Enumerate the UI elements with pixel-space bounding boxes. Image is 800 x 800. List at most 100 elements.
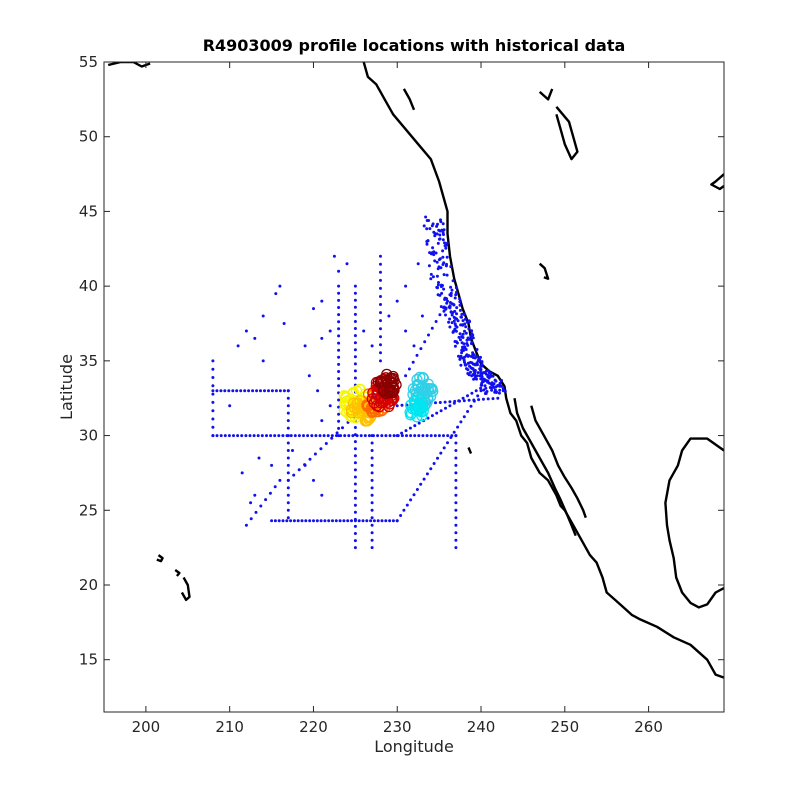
historical-point: [286, 501, 290, 505]
historical-point: [458, 303, 462, 307]
historical-point: [489, 371, 493, 375]
historical-point: [337, 327, 341, 331]
historical-point: [370, 478, 374, 482]
historical-point: [430, 326, 434, 330]
historical-point: [459, 363, 463, 367]
historical-point: [486, 369, 490, 373]
historical-point: [441, 222, 445, 226]
historical-point: [482, 388, 486, 392]
historical-point: [497, 391, 501, 395]
historical-point: [337, 434, 341, 438]
historical-point: [454, 546, 458, 550]
historical-point: [255, 389, 259, 393]
historical-point: [438, 233, 442, 237]
x-tick-label: 260: [634, 718, 663, 736]
historical-point: [454, 493, 458, 497]
historical-point: [400, 434, 404, 438]
historical-point: [453, 296, 457, 300]
historical-point: [270, 389, 274, 393]
historical-point: [211, 376, 215, 379]
historical-point: [455, 341, 459, 345]
y-tick-label: 50: [79, 128, 98, 146]
y-tick-label: 40: [79, 277, 98, 295]
historical-point: [379, 311, 382, 315]
historical-point: [307, 374, 311, 378]
historical-point: [363, 434, 367, 438]
historical-point: [289, 519, 293, 523]
historical-point: [379, 319, 382, 323]
historical-point: [457, 335, 461, 339]
float-profile-marker: [416, 401, 429, 413]
y-tick-label: 25: [79, 501, 98, 519]
historical-point: [449, 310, 453, 314]
historical-point: [303, 463, 307, 467]
historical-point: [264, 498, 268, 502]
historical-point: [428, 227, 432, 231]
float-profile-marker: [404, 406, 416, 419]
float-profile-marker: [385, 377, 397, 389]
x-tick-label: 250: [550, 718, 579, 736]
historical-point: [388, 519, 392, 523]
coastline-1: [664, 437, 724, 609]
historical-point: [297, 468, 301, 472]
historical-point: [501, 389, 505, 393]
historical-point: [471, 351, 475, 355]
historical-point: [379, 351, 382, 355]
historical-point: [306, 434, 310, 438]
historical-point: [346, 519, 350, 523]
historical-point: [452, 319, 456, 323]
y-axis: 15 20 25 30 35 40 45 50 55: [79, 53, 724, 669]
historical-point: [448, 293, 452, 297]
historical-point: [493, 390, 497, 394]
float-profile-marker: [420, 387, 433, 399]
historical-point: [353, 426, 357, 429]
historical-point: [455, 325, 459, 329]
historical-point: [499, 384, 503, 388]
float-profile-marker: [384, 372, 397, 384]
historical-point: [328, 329, 332, 333]
historical-point: [454, 531, 458, 535]
x-axis-label: Longitude: [374, 737, 454, 756]
historical-point: [263, 389, 266, 393]
historical-point: [257, 456, 261, 460]
historical-point: [411, 360, 415, 364]
historical-point: [337, 291, 341, 295]
historical-point: [359, 434, 363, 438]
historical-point: [438, 313, 442, 317]
x-tick-label: 240: [467, 718, 496, 736]
historical-point: [479, 383, 483, 387]
historical-point: [308, 457, 312, 461]
historical-point: [437, 281, 440, 284]
historical-point: [395, 299, 399, 303]
historical-point: [361, 519, 365, 523]
historical-point: [286, 471, 290, 475]
historical-point: [330, 436, 334, 440]
historical-point: [370, 463, 374, 467]
y-tick-label: 30: [79, 427, 98, 445]
historical-point: [442, 228, 446, 232]
historical-point: [330, 434, 334, 438]
historical-point: [353, 447, 357, 451]
historical-point: [413, 434, 417, 438]
historical-point: [278, 478, 282, 482]
historical-point: [211, 392, 215, 396]
coastline-layer: [107, 62, 724, 679]
historical-point: [270, 519, 274, 523]
historical-point: [454, 456, 458, 460]
historical-point: [285, 519, 289, 523]
historical-point: [353, 362, 357, 366]
historical-point: [240, 471, 244, 475]
historical-point: [286, 389, 290, 393]
historical-point: [395, 404, 399, 408]
historical-point: [331, 519, 334, 523]
historical-point: [436, 283, 440, 287]
historical-point: [247, 389, 251, 393]
historical-point: [444, 264, 448, 268]
historical-point: [353, 320, 357, 323]
historical-point: [439, 409, 443, 413]
historical-point: [337, 362, 341, 366]
historical-point: [438, 229, 442, 233]
historical-point: [467, 327, 471, 331]
historical-point: [337, 334, 341, 338]
